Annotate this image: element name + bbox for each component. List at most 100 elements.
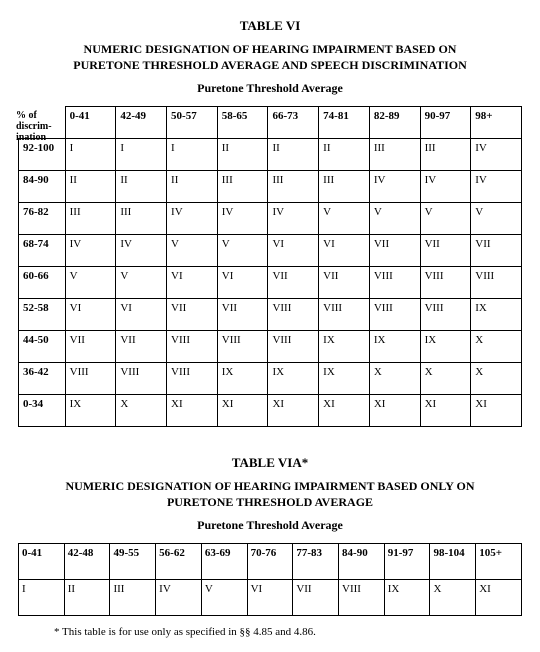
table-row: 84-90IIIIIIIIIIIIIIIIVIVIV — [19, 171, 522, 203]
table6-cell: IV — [167, 203, 218, 235]
table-row: 52-58VIVIVIIVIIVIIIVIIIVIIIVIIIIX — [19, 299, 522, 331]
table6-cell: IX — [319, 363, 370, 395]
table6-cell: VII — [369, 235, 420, 267]
table6a-cell: IV — [156, 580, 202, 616]
table6-title-line1: NUMERIC DESIGNATION OF HEARING IMPAIRMEN… — [84, 42, 457, 56]
table6a-cell: V — [201, 580, 247, 616]
table6-row-header: 84-90 — [19, 171, 66, 203]
table6-cell: IX — [471, 299, 522, 331]
table6-cell: VIII — [217, 331, 268, 363]
table6-cell: VIII — [420, 267, 471, 299]
table6-cell: IX — [217, 363, 268, 395]
table6a-cell: VI — [247, 580, 293, 616]
table6a-col-header: 84-90 — [339, 544, 385, 580]
table6-cell: XI — [268, 395, 319, 427]
table6-cell: V — [217, 235, 268, 267]
table6-cell: III — [65, 203, 116, 235]
table6-cell: V — [420, 203, 471, 235]
table6-cell: IX — [268, 363, 319, 395]
table6-row-header: 68-74 — [19, 235, 66, 267]
table6-col-header: 98+ — [471, 107, 522, 139]
table6-title-line2: PURETONE THRESHOLD AVERAGE AND SPEECH DI… — [73, 58, 467, 72]
table6-cell: IV — [65, 235, 116, 267]
table6-cell: VII — [65, 331, 116, 363]
table6-title: NUMERIC DESIGNATION OF HEARING IMPAIRMEN… — [18, 42, 522, 73]
table6a-cell: XI — [476, 580, 522, 616]
table6-cell: XI — [217, 395, 268, 427]
table6a-col-header: 56-62 — [156, 544, 202, 580]
table6-label: TABLE VI — [18, 18, 522, 34]
table-row: 60-66VVVIVIVIIVIIVIIIVIIIVIII — [19, 267, 522, 299]
table6-cell: VII — [116, 331, 167, 363]
table6-cell: VIII — [319, 299, 370, 331]
table6: 0-4142-4950-5758-6566-7374-8182-8990-979… — [18, 106, 522, 427]
table6-cell: II — [65, 171, 116, 203]
table6-cell: III — [420, 139, 471, 171]
table6a-cell: VIII — [339, 580, 385, 616]
table6a-title-line1: NUMERIC DESIGNATION OF HEARING IMPAIRMEN… — [65, 479, 474, 493]
table6-col-header: 90-97 — [420, 107, 471, 139]
table6-cell: II — [217, 139, 268, 171]
table6-cell: III — [268, 171, 319, 203]
table6-cell: VI — [116, 299, 167, 331]
table6-cell: IX — [65, 395, 116, 427]
table6-cell: IV — [471, 139, 522, 171]
table6-cell: III — [319, 171, 370, 203]
table6-cell: IV — [217, 203, 268, 235]
table6a-cell: II — [64, 580, 110, 616]
table6-cell: VII — [319, 267, 370, 299]
discrimination-axis-label: % of discrim- ination — [16, 110, 60, 143]
table6-col-header: 74-81 — [319, 107, 370, 139]
table6-axis-label: Puretone Threshold Average — [18, 81, 522, 96]
table6a-cell: VII — [293, 580, 339, 616]
table6a-col-header: 105+ — [476, 544, 522, 580]
table6-cell: VII — [268, 267, 319, 299]
table6-cell: III — [116, 203, 167, 235]
table6a-axis-label: Puretone Threshold Average — [18, 518, 522, 533]
table6-cell: XI — [369, 395, 420, 427]
table6-row-header: 44-50 — [19, 331, 66, 363]
table6-row-header: 92-100 — [19, 139, 66, 171]
table6-cell: IX — [319, 331, 370, 363]
table6-cell: VIII — [268, 299, 319, 331]
table6-cell: VIII — [369, 299, 420, 331]
table6-cell: V — [319, 203, 370, 235]
table6-cell: II — [268, 139, 319, 171]
table6a-cell: IX — [384, 580, 430, 616]
table6-cell: V — [65, 267, 116, 299]
table-row: 76-82IIIIIIIVIVIVVVVV — [19, 203, 522, 235]
table6-cell: IX — [369, 331, 420, 363]
table6a-footnote: * This table is for use only as specifie… — [54, 626, 522, 638]
table6-cell: VIII — [167, 363, 218, 395]
table-row: 44-50VIIVIIVIIIVIIIVIIIIXIXIXX — [19, 331, 522, 363]
table6-col-header: 82-89 — [369, 107, 420, 139]
table6a-col-header: 63-69 — [201, 544, 247, 580]
table6a-cell: III — [110, 580, 156, 616]
table6-col-header: 50-57 — [167, 107, 218, 139]
table6a-title-line2: PURETONE THRESHOLD AVERAGE — [167, 495, 373, 509]
table6-cell: II — [167, 171, 218, 203]
table6a-col-header: 91-97 — [384, 544, 430, 580]
table6-cell: VII — [217, 299, 268, 331]
table6-cell: VI — [65, 299, 116, 331]
table6-col-header: 58-65 — [217, 107, 268, 139]
table6a: 0-4142-4849-5556-6263-6970-7677-8384-909… — [18, 543, 522, 616]
table6a-title: NUMERIC DESIGNATION OF HEARING IMPAIRMEN… — [18, 479, 522, 510]
table6a-cell: X — [430, 580, 476, 616]
table6-cell: VII — [167, 299, 218, 331]
table6-cell: VIII — [471, 267, 522, 299]
table6-cell: V — [471, 203, 522, 235]
table6a-col-header: 70-76 — [247, 544, 293, 580]
table-row: 92-100IIIIIIIIIIIIIIIIV — [19, 139, 522, 171]
table6-cell: I — [116, 139, 167, 171]
table6-cell: IX — [420, 331, 471, 363]
table6-cell: I — [65, 139, 116, 171]
table6-cell: VII — [471, 235, 522, 267]
table6-cell: IV — [471, 171, 522, 203]
table6-cell: X — [471, 331, 522, 363]
table-row: IIIIIIIVVVIVIIVIIIIXXXI — [19, 580, 522, 616]
table6a-col-header: 98-104 — [430, 544, 476, 580]
table6-col-header: 66-73 — [268, 107, 319, 139]
table-row: 36-42VIIIVIIIVIIIIXIXIXXXX — [19, 363, 522, 395]
table6a-col-header: 77-83 — [293, 544, 339, 580]
